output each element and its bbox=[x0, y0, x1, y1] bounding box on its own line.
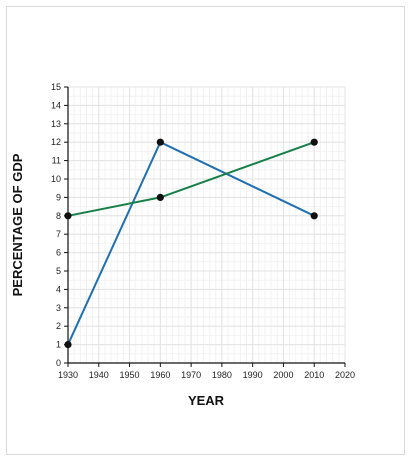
y-tick-label: 0 bbox=[56, 358, 61, 368]
y-axis-title: PERCENTAGE OF GDP bbox=[10, 153, 25, 296]
y-tick-label: 13 bbox=[51, 119, 61, 129]
y-tick-label: 2 bbox=[56, 321, 61, 331]
x-tick-label: 2010 bbox=[304, 370, 324, 380]
x-tick-label: 1980 bbox=[212, 370, 232, 380]
y-tick-label: 11 bbox=[52, 156, 61, 166]
y-tick-label: 1 bbox=[56, 340, 61, 350]
y-tick-label: 9 bbox=[56, 192, 61, 202]
x-tick-label: 1970 bbox=[181, 370, 201, 380]
y-tick-label: 8 bbox=[56, 211, 61, 221]
series-1-point bbox=[310, 212, 318, 220]
series-points bbox=[64, 138, 318, 349]
y-tick-label: 10 bbox=[51, 174, 61, 184]
series-2-point bbox=[310, 138, 318, 146]
x-tick-label: 1940 bbox=[89, 370, 109, 380]
x-axis-ticks: 1930 1940 1950 1960 1970 1980 1990 2000 2010 2020 bbox=[58, 363, 355, 380]
axes bbox=[67, 87, 345, 364]
y-tick-label: 12 bbox=[51, 137, 61, 147]
x-tick-label: 1930 bbox=[58, 370, 78, 380]
series-2-point bbox=[64, 212, 72, 220]
y-tick-label: 3 bbox=[56, 303, 61, 313]
x-tick-label: 2000 bbox=[273, 370, 293, 380]
y-tick-label: 7 bbox=[56, 229, 61, 239]
y-tick-label: 14 bbox=[51, 100, 61, 110]
y-tick-label: 15 bbox=[51, 82, 61, 92]
series-2-point bbox=[156, 193, 164, 201]
x-tick-label: 1950 bbox=[120, 370, 140, 380]
x-tick-label: 1960 bbox=[150, 370, 170, 380]
series-1-point bbox=[156, 138, 164, 146]
x-tick-label: 2020 bbox=[335, 370, 355, 380]
y-tick-label: 5 bbox=[56, 266, 61, 276]
x-axis-title: YEAR bbox=[188, 393, 225, 408]
y-tick-label: 4 bbox=[56, 284, 61, 294]
series-1-point bbox=[64, 341, 72, 349]
y-tick-label: 6 bbox=[56, 248, 61, 258]
grid-lines bbox=[67, 86, 346, 364]
x-tick-label: 1990 bbox=[243, 370, 263, 380]
